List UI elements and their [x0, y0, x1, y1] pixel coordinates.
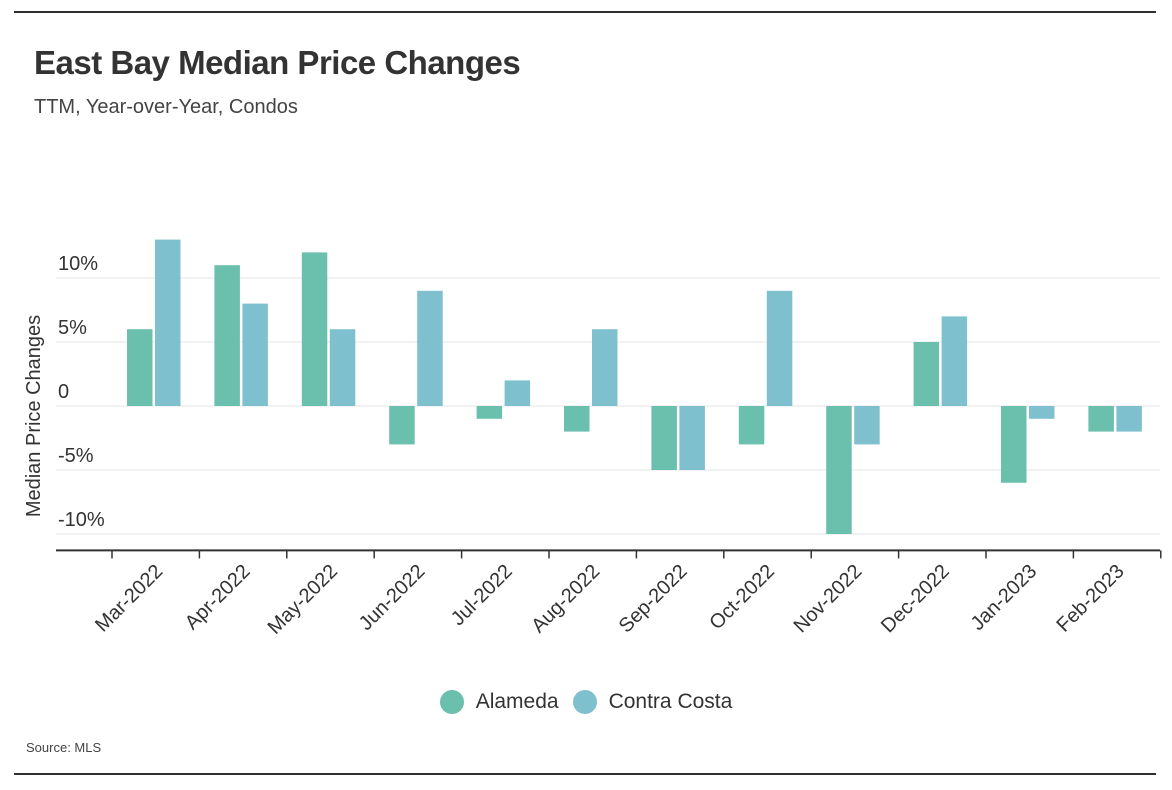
- top-rule: [14, 11, 1156, 13]
- bar-contra-costa: [1116, 406, 1142, 432]
- bar-alameda: [738, 406, 765, 445]
- bar-contra-costa: [1029, 406, 1055, 419]
- x-tick-label: Apr-2022: [181, 560, 255, 634]
- x-tick-label: Aug-2022: [527, 560, 604, 637]
- x-tick-label: Jan-2023: [967, 560, 1042, 635]
- x-tick-label: Jul-2022: [447, 560, 517, 630]
- x-tick-label: Dec-2022: [877, 560, 954, 637]
- source-note: Source: MLS: [26, 740, 102, 755]
- bar-alameda: [214, 265, 240, 406]
- legend-label-alameda: Alameda: [475, 690, 559, 713]
- chart-title: East Bay Median Price Changes: [34, 44, 521, 81]
- bar-alameda: [301, 252, 328, 406]
- legend-item-contra-costa: Contra Costa: [572, 690, 733, 714]
- legend-item-alameda: Alameda: [439, 690, 559, 714]
- bar-contra-costa: [679, 406, 705, 470]
- x-tick-label: May-2022: [264, 560, 342, 638]
- bar-contra-costa: [329, 329, 356, 406]
- y-tick-label: 5%: [58, 317, 87, 339]
- bar-alameda: [651, 406, 677, 470]
- bar-alameda: [564, 406, 590, 432]
- y-tick-label: -5%: [58, 445, 94, 467]
- bar-contra-costa: [504, 380, 531, 406]
- bar-contra-costa: [941, 316, 968, 406]
- y-tick-label: -10%: [58, 509, 105, 531]
- bar-alameda: [389, 406, 415, 445]
- legend: Alameda Contra Costa: [0, 690, 1172, 714]
- bar-alameda: [826, 406, 852, 534]
- y-tick-label: 10%: [58, 253, 98, 275]
- chart-subtitle: TTM, Year-over-Year, Condos: [34, 96, 298, 118]
- x-tick-label: Oct-2022: [705, 560, 779, 634]
- bar-contra-costa: [417, 290, 443, 406]
- bar-contra-costa: [592, 329, 618, 406]
- bar-contra-costa: [766, 290, 793, 406]
- x-tick-label: Sep-2022: [615, 560, 692, 637]
- x-tick-label: Feb-2023: [1053, 560, 1129, 636]
- x-tick-label: Nov-2022: [790, 560, 867, 637]
- legend-label-contra-costa: Contra Costa: [608, 690, 733, 713]
- bar-chart: 10% 5% 0 -5% -10% Median Price Changes Mar-202…: [23, 239, 1162, 639]
- x-tick-label: Mar-2022: [91, 560, 167, 636]
- bar-alameda: [127, 329, 153, 406]
- bar-alameda: [1001, 406, 1027, 483]
- y-axis-title: Median Price Changes: [23, 315, 45, 517]
- x-tick-label: Jun-2022: [355, 560, 430, 635]
- bar-contra-costa: [854, 406, 880, 445]
- legend-swatch-contra-costa: [572, 690, 597, 714]
- legend-swatch-alameda: [439, 690, 464, 714]
- bar-contra-costa: [155, 239, 181, 406]
- bar-alameda: [1088, 406, 1114, 432]
- bar-alameda: [476, 406, 503, 419]
- bottom-rule: [14, 773, 1156, 775]
- y-tick-label: 0: [58, 381, 69, 403]
- bar-contra-costa: [242, 303, 268, 406]
- bar-alameda: [913, 342, 940, 406]
